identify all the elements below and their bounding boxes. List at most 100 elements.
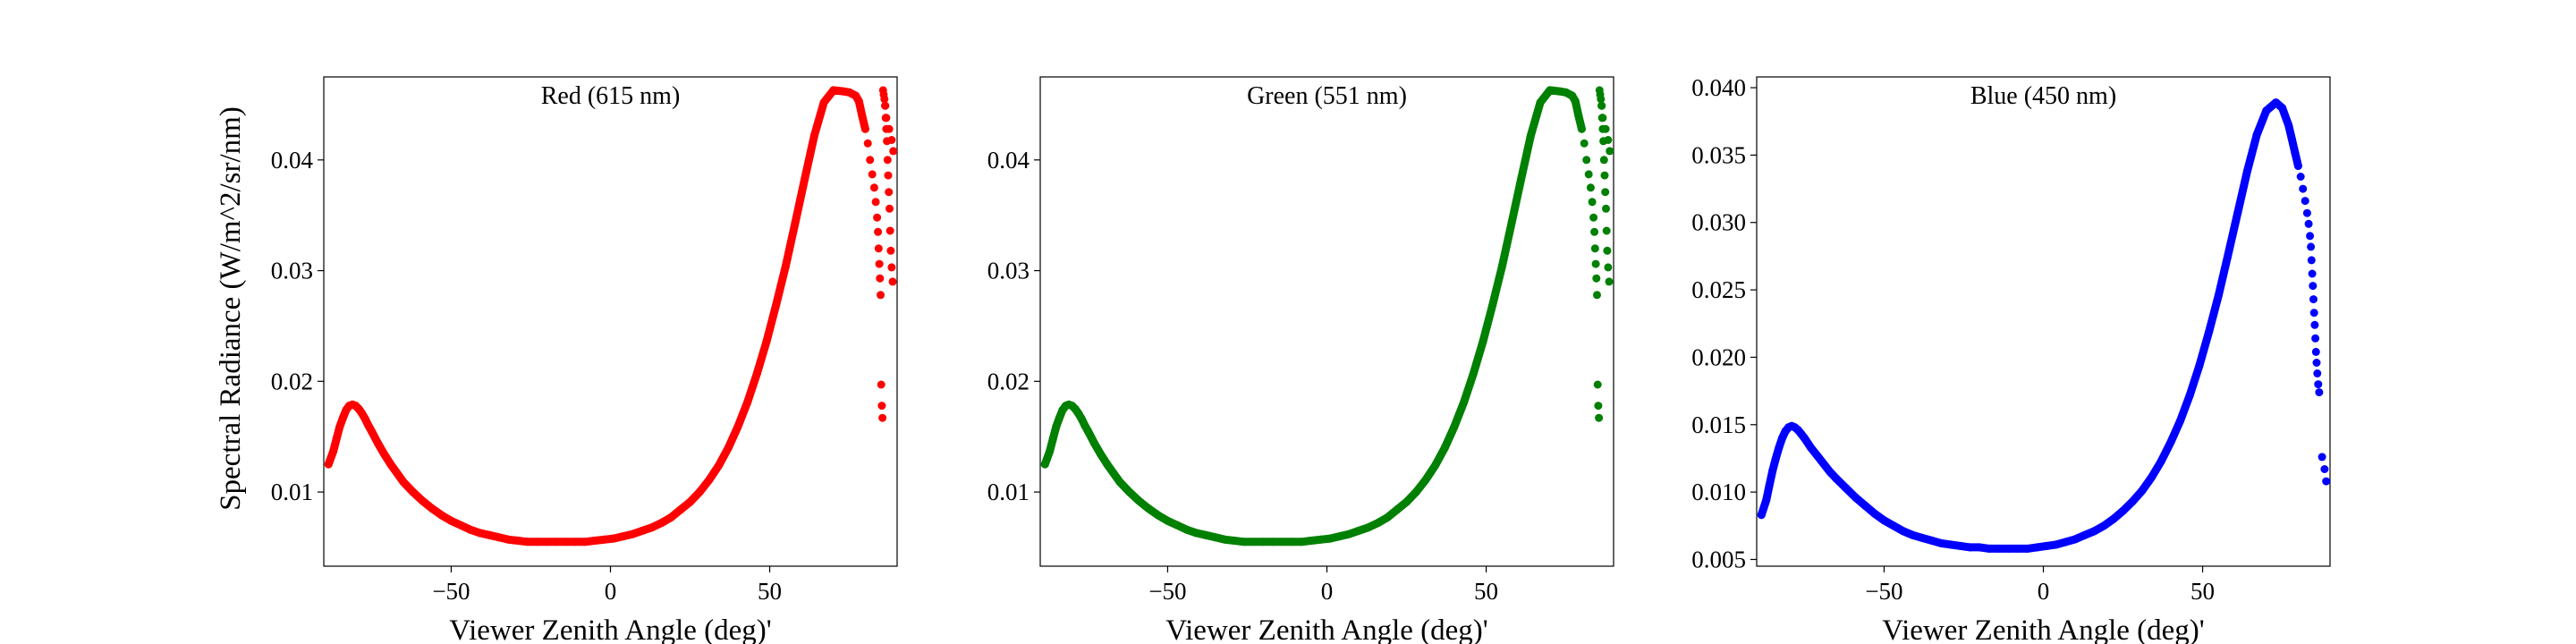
data-point-green xyxy=(1597,114,1606,123)
data-point-red xyxy=(887,263,896,272)
data-point-red xyxy=(883,156,892,165)
data-point-blue xyxy=(2313,369,2322,377)
y-tick-label: 0.025 xyxy=(1691,276,1746,303)
data-point-green xyxy=(1603,246,1612,255)
y-tick-label: 0.020 xyxy=(1691,343,1746,370)
data-point-green xyxy=(1593,291,1601,300)
data-point-blue xyxy=(2318,453,2326,462)
y-tick-label: 0.030 xyxy=(1691,209,1746,236)
x-axis-label: Viewer Zenith Angle (deg)' xyxy=(449,614,771,644)
y-tick-label: 0.02 xyxy=(987,368,1030,394)
y-tick-label: 0.03 xyxy=(271,258,313,284)
data-point-blue xyxy=(2315,388,2324,397)
data-point-red xyxy=(884,171,893,180)
x-tick-label: −50 xyxy=(1865,578,1902,605)
chart-title: Green (551 nm) xyxy=(1247,82,1407,110)
data-point-green xyxy=(1601,188,1610,197)
data-point-red xyxy=(889,147,898,156)
data-point-green xyxy=(1599,156,1608,165)
data-point-blue xyxy=(2299,184,2308,193)
data-point-blue xyxy=(2314,380,2323,389)
data-point-red xyxy=(878,413,887,422)
x-tick-label: 0 xyxy=(2038,578,2050,605)
series-trace-red xyxy=(324,86,869,547)
data-point-green xyxy=(1602,226,1611,235)
data-point-red xyxy=(873,213,882,222)
data-point-red xyxy=(866,156,875,165)
data-point-blue xyxy=(2309,309,2318,318)
x-axis-label: Viewer Zenith Angle (deg)' xyxy=(1882,614,2204,644)
data-point-red xyxy=(882,124,891,133)
y-tick-label: 0.04 xyxy=(987,147,1030,174)
data-point-green xyxy=(1589,213,1598,222)
data-point-red xyxy=(877,380,886,389)
data-point-green xyxy=(1594,402,1603,411)
y-tick-label: 0.01 xyxy=(271,479,313,505)
chart-panel-blue: Blue (450 nm) −50 0 50 0.005 0.010 0.015 0.020 0… xyxy=(1691,74,2331,644)
data-point-red xyxy=(881,101,889,110)
data-point-red xyxy=(886,246,895,255)
data-point-blue xyxy=(2296,173,2305,181)
data-point-green xyxy=(1597,95,1606,104)
y-tick-label: 0.005 xyxy=(1691,546,1746,572)
data-point-red xyxy=(886,226,894,235)
data-point-green xyxy=(1597,101,1606,110)
data-point-green xyxy=(1604,263,1613,272)
data-point-green xyxy=(1595,413,1604,422)
y-tick-label: 0.035 xyxy=(1691,141,1746,168)
data-point-blue xyxy=(2312,359,2321,367)
data-point-blue xyxy=(2301,197,2309,206)
chart-title: Blue (450 nm) xyxy=(1970,82,2116,110)
data-point-blue xyxy=(2322,477,2331,486)
data-point-red xyxy=(869,183,878,192)
data-point-blue xyxy=(2311,347,2320,356)
figure-y-axis-label: Spectral Radiance (W/m^2/sr/nm) xyxy=(215,106,247,511)
data-point-red xyxy=(885,188,894,197)
chart-panel-green: Green (551 nm) −50 0 50 0.01 0.02 0.03 0.04 View… xyxy=(987,76,1614,644)
data-point-green xyxy=(1580,139,1589,148)
data-point-blue xyxy=(2320,465,2329,473)
data-point-blue xyxy=(2310,320,2319,329)
data-point-blue xyxy=(2309,282,2318,291)
data-point-red xyxy=(886,204,894,213)
data-point-blue xyxy=(2307,242,2316,251)
data-point-red xyxy=(875,259,884,268)
data-point-red xyxy=(863,139,872,148)
data-point-red xyxy=(883,137,892,146)
data-point-red xyxy=(880,95,889,104)
y-tick-label: 0.03 xyxy=(987,258,1030,284)
data-point-green xyxy=(1582,156,1591,165)
data-point-green xyxy=(1590,227,1599,236)
x-tick-label: 50 xyxy=(2190,578,2215,605)
data-point-red xyxy=(874,244,883,253)
x-tick-label: −50 xyxy=(1148,578,1186,605)
data-point-blue xyxy=(2311,334,2320,343)
plot-frame xyxy=(1756,76,2331,567)
data-point-green xyxy=(1592,274,1601,283)
series-trace-green xyxy=(1040,86,1586,547)
data-point-green xyxy=(1591,259,1600,268)
data-point-green xyxy=(1602,204,1610,213)
y-tick-label: 0.02 xyxy=(271,368,313,394)
x-tick-label: 0 xyxy=(605,578,617,605)
y-tick-label: 0.040 xyxy=(1691,74,1746,101)
data-point-green xyxy=(1588,198,1597,207)
data-point-red xyxy=(877,291,885,300)
x-tick-label: 0 xyxy=(1321,578,1334,605)
y-tick-label: 0.010 xyxy=(1691,479,1746,505)
data-point-green xyxy=(1586,183,1595,192)
data-point-blue xyxy=(2306,232,2315,241)
data-point-green xyxy=(1590,244,1599,253)
x-tick-label: 50 xyxy=(1474,578,1498,605)
chart-title: Red (615 nm) xyxy=(541,82,681,110)
data-point-red xyxy=(871,198,880,207)
data-point-green xyxy=(1606,147,1614,156)
data-point-red xyxy=(877,402,886,411)
data-point-blue xyxy=(2309,295,2318,304)
data-point-green xyxy=(1598,124,1607,133)
data-point-blue xyxy=(2304,219,2313,228)
x-tick-label: −50 xyxy=(432,578,470,605)
series-trace-blue xyxy=(1757,98,2302,553)
data-point-red xyxy=(868,170,877,179)
